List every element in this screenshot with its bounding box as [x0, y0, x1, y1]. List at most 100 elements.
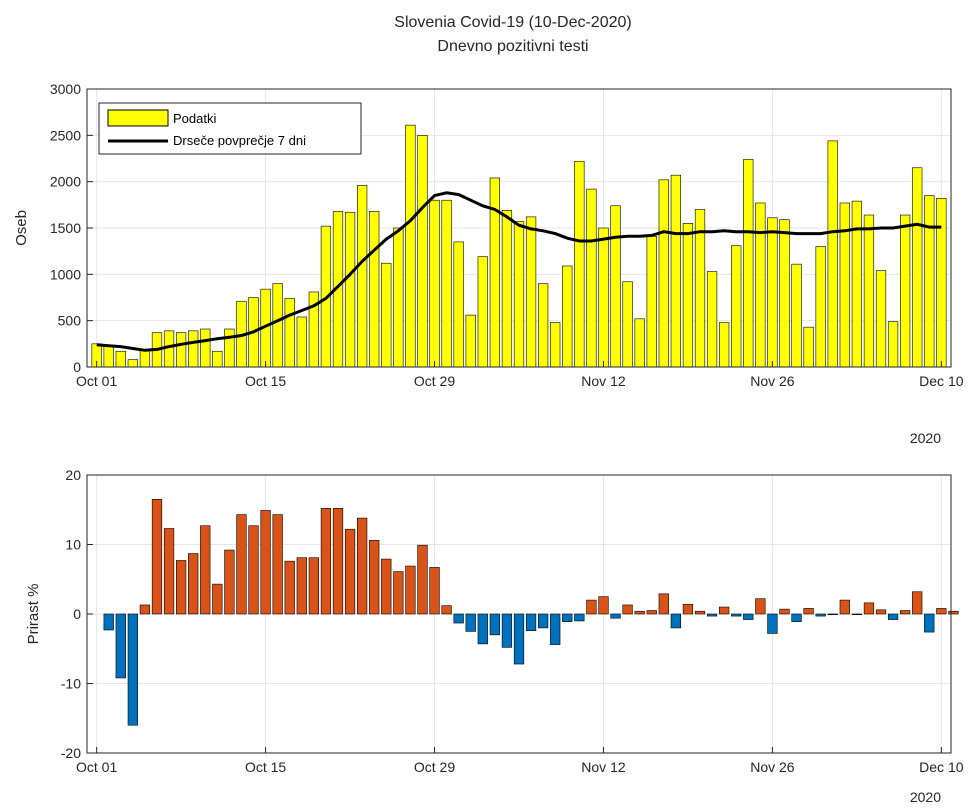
daily-positive-bar — [791, 263, 802, 368]
daily-positive-bar — [465, 314, 476, 368]
growth-negative-bar — [731, 613, 742, 617]
growth-positive-bar — [863, 602, 875, 615]
daily-positive-bar — [200, 328, 211, 368]
chart-subtitle: Dnevno pozitivni testi — [437, 38, 588, 55]
top-y-axis-label: Oseb — [13, 210, 30, 246]
top-ytick-label: 500 — [58, 313, 82, 329]
growth-positive-bar — [296, 557, 307, 615]
growth-positive-bar — [175, 560, 187, 615]
growth-negative-bar — [465, 613, 476, 632]
daily-positive-bar — [525, 216, 537, 368]
growth-positive-bar — [248, 525, 259, 615]
growth-positive-bar — [646, 610, 657, 615]
growth-positive-bar — [320, 508, 332, 615]
daily-positive-bar — [127, 359, 138, 368]
bottom-xtick-label: Oct 01 — [76, 759, 117, 775]
bottom-year-label: 2020 — [910, 789, 941, 805]
moving-average-line — [96, 191, 942, 352]
bottom-y-axis-label: Prirast % — [25, 584, 42, 645]
daily-positive-bar — [441, 199, 452, 368]
growth-positive-bar — [188, 553, 199, 615]
daily-positive-bar — [212, 350, 223, 368]
top-xtick-label: Oct 15 — [245, 373, 286, 389]
growth-negative-bar — [743, 613, 754, 620]
growth-negative-bar — [851, 613, 863, 615]
daily-positive-bar — [779, 219, 790, 368]
daily-positive-bar — [357, 185, 368, 368]
bottom-xtick-label: Oct 29 — [414, 759, 455, 775]
growth-positive-bar — [719, 606, 730, 615]
daily-positive-bar — [598, 227, 609, 368]
growth-positive-bar — [598, 596, 609, 615]
daily-positive-bar — [924, 195, 935, 368]
daily-positive-bar — [839, 202, 850, 368]
growth-negative-bar — [767, 613, 778, 634]
daily-positive-bar — [393, 227, 404, 368]
bottom-chart-growth: -20 -10 0 10 20 Oct 01 Oct 15 Oct 29 Nov 12 Nov … — [25, 467, 964, 805]
bottom-ytick-label: 20 — [65, 467, 81, 483]
growth-positive-bar — [272, 514, 283, 615]
growth-positive-bar — [381, 558, 392, 615]
daily-positive-bar — [875, 270, 887, 368]
growth-positive-bar — [139, 604, 151, 615]
bottom-ytick-label: 0 — [73, 606, 81, 622]
daily-positive-bar — [682, 223, 694, 368]
legend: Podatki Drseče povprečje 7 dni — [98, 102, 362, 155]
growth-negative-bar — [706, 613, 718, 617]
growth-positive-bar — [236, 514, 247, 615]
daily-positive-bar — [538, 283, 549, 368]
daily-positive-bar — [586, 188, 597, 368]
daily-positive-bar — [863, 214, 875, 368]
daily-positive-bar — [670, 174, 681, 368]
growth-negative-bar — [127, 613, 138, 726]
growth-positive-bar — [634, 610, 645, 615]
daily-positive-bar — [851, 200, 863, 368]
growth-negative-bar — [562, 613, 573, 622]
growth-negative-bar — [610, 613, 621, 619]
top-xtick-label: Oct 01 — [76, 373, 117, 389]
legend-label-average: Drseče povprečje 7 dni — [173, 133, 306, 148]
growth-negative-bar — [513, 613, 525, 665]
growth-negative-bar — [489, 613, 500, 636]
daily-positive-bar — [224, 328, 235, 368]
growth-negative-bar — [550, 613, 561, 645]
growth-negative-bar — [501, 613, 513, 648]
daily-positive-bar — [827, 140, 838, 368]
top-ytick-label: 1000 — [50, 266, 81, 282]
daily-positive-bar — [562, 265, 573, 368]
top-ytick-label: 0 — [73, 359, 81, 375]
daily-positive-bar — [369, 211, 380, 368]
growth-positive-bar — [357, 517, 368, 615]
daily-positive-bar — [658, 179, 669, 368]
growth-positive-bar — [344, 528, 356, 615]
top-xtick-label: Nov 26 — [750, 373, 795, 389]
bottom-ytick-label: 10 — [65, 537, 81, 553]
growth-positive-bar — [948, 610, 959, 615]
growth-positive-bar — [755, 598, 766, 615]
daily-positive-bar — [344, 211, 356, 368]
daily-positive-bar — [900, 214, 911, 368]
daily-positive-bar — [272, 283, 283, 368]
chart-title: Slovenia Covid-19 (10-Dec-2020) — [394, 14, 631, 31]
growth-negative-bar — [670, 613, 681, 629]
bottom-ytick-label: -10 — [61, 676, 81, 692]
growth-positive-bar — [694, 610, 706, 615]
top-ytick-label: 2000 — [50, 174, 81, 190]
daily-positive-bar — [103, 345, 114, 368]
growth-positive-bar — [586, 599, 597, 615]
growth-positive-bar — [369, 540, 380, 615]
daily-positive-bar — [115, 350, 126, 368]
growth-positive-bar — [658, 593, 669, 615]
daily-positive-bar — [513, 221, 525, 368]
top-ytick-label: 1500 — [50, 220, 81, 236]
bottom-ytick-label: -20 — [61, 745, 81, 761]
growth-positive-bar — [405, 565, 416, 615]
growth-positive-bar — [308, 557, 319, 615]
growth-positive-bar — [224, 549, 235, 615]
growth-positive-bar — [212, 583, 223, 615]
daily-positive-bar — [622, 281, 633, 368]
growth-positive-bar — [622, 604, 633, 615]
growth-negative-bar — [453, 613, 464, 624]
